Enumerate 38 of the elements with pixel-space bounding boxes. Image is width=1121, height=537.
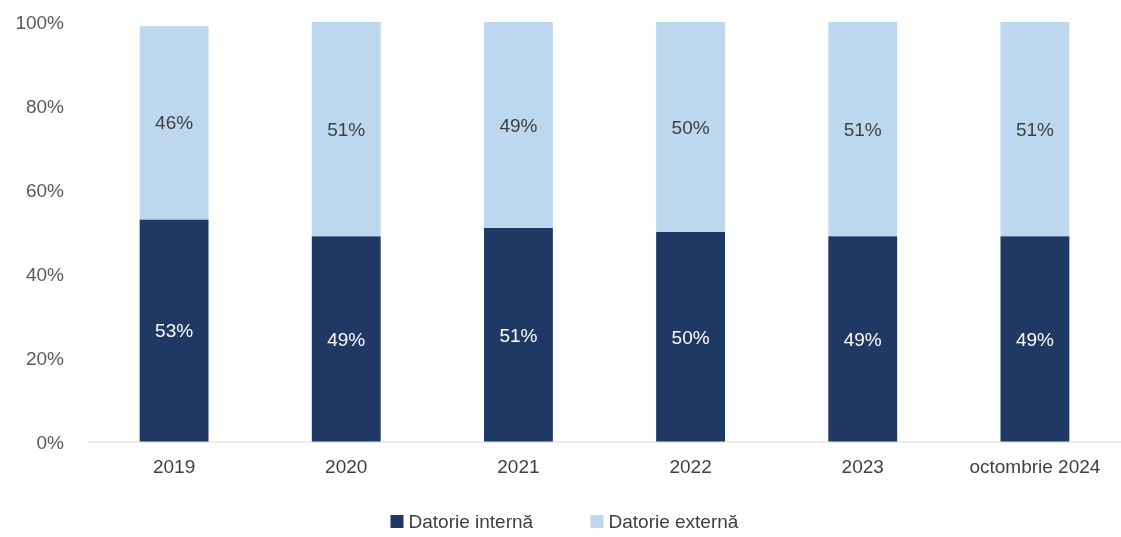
data-label: 46% — [155, 112, 194, 134]
bar — [1000, 22, 1070, 237]
data-label: 51% — [843, 118, 882, 140]
y-tick-label: 20% — [25, 347, 65, 369]
bar — [483, 22, 553, 228]
data-label: 51% — [1015, 118, 1055, 140]
bar — [656, 22, 726, 232]
bar — [139, 26, 209, 220]
bar — [828, 22, 898, 237]
data-label: 49% — [327, 328, 366, 350]
data-label: 51% — [499, 324, 538, 346]
bar — [656, 232, 726, 442]
bar — [483, 227, 553, 442]
bar — [1000, 236, 1070, 442]
x-tick-label: 2023 — [841, 456, 884, 477]
x-tick-label: 2021 — [497, 456, 540, 477]
data-label: 53% — [155, 320, 194, 342]
data-label: 50% — [671, 326, 710, 348]
bar — [311, 22, 381, 237]
y-tick-label: 60% — [25, 179, 65, 201]
data-label: 49% — [1015, 328, 1055, 350]
y-tick-label: 80% — [25, 95, 65, 117]
bar — [311, 236, 381, 442]
y-tick-label: 0% — [36, 431, 65, 453]
y-tick-label: 100% — [15, 11, 65, 33]
legend-label: Datorie internă — [408, 511, 534, 533]
legend-label: Datorie externă — [608, 511, 739, 533]
bar — [828, 236, 898, 442]
y-tick-label: 40% — [25, 263, 65, 285]
bar — [139, 219, 209, 442]
x-tick-label: octombrie 2024 — [969, 456, 1101, 477]
data-label: 51% — [327, 118, 366, 140]
data-label: 49% — [499, 114, 538, 136]
data-label: 49% — [843, 328, 882, 350]
x-tick-label: 2020 — [325, 456, 368, 477]
x-tick-label: 2019 — [152, 456, 196, 477]
data-label: 50% — [671, 116, 710, 138]
x-tick-label: 2022 — [669, 456, 712, 477]
